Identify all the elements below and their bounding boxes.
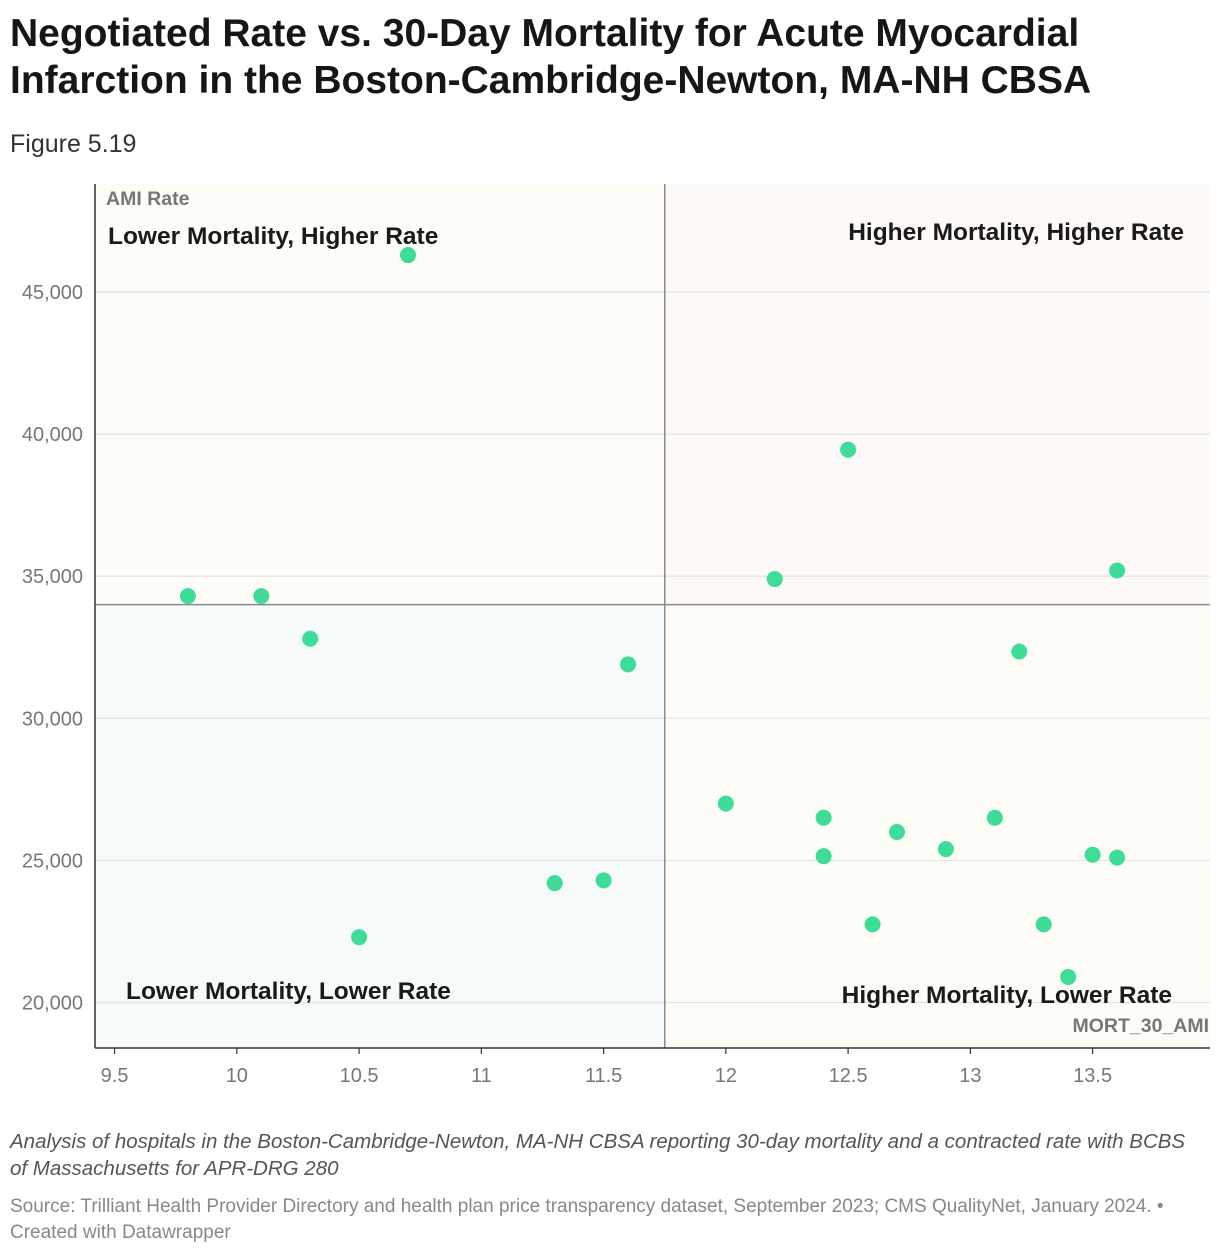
data-point[interactable] [717,795,734,812]
chart-title: Negotiated Rate vs. 30-Day Mortality for… [10,12,1092,102]
data-point[interactable] [815,848,832,865]
x-tick-label: 13.5 [1073,1065,1112,1087]
x-tick-label: 10 [226,1065,248,1087]
quadrant-top-right-background [664,184,1210,605]
scatter-chart: 20,000 25,000 30,000 35,000 40,000 45,000 9.5… [22,184,1210,1087]
data-point[interactable] [546,875,563,892]
data-point[interactable] [937,841,954,858]
data-point[interactable] [1060,968,1077,985]
data-point[interactable] [840,441,857,458]
data-point[interactable] [986,809,1003,826]
x-tick-label: 13 [959,1065,981,1087]
x-tick-label: 12.5 [829,1065,868,1087]
x-tick-label: 11 [471,1065,492,1087]
quadrant-bottom-right-background [664,604,1210,1048]
x-tick-label: 10.5 [340,1065,379,1087]
data-point[interactable] [595,872,612,889]
gridlines [95,291,1210,1004]
data-point[interactable] [351,929,368,946]
data-point[interactable] [179,588,196,605]
data-point[interactable] [1109,562,1126,579]
quadrant-top-left-background [95,184,665,605]
data-point[interactable] [399,247,416,264]
data-point[interactable] [815,809,832,826]
x-tick-label: 11.5 [585,1065,622,1087]
data-points [179,247,1126,985]
data-point[interactable] [1084,846,1101,863]
data-point[interactable] [1011,643,1028,660]
y-tick-label: 40,000 [22,424,83,446]
x-tick-label: 12 [715,1065,737,1087]
x-axis-ticks: 9.5 10 10.5 11 11.5 12 12.5 13 13.5 [101,1048,1112,1087]
quadrant-label-top-right: Higher Mortality, Higher Rate [848,219,1184,246]
quadrant-bottom-left-background [95,604,665,1048]
y-axis-ticks: 20,000 25,000 30,000 35,000 40,000 45,000 [22,282,83,1015]
data-point[interactable] [766,571,783,588]
chart-source: Source: Trilliant Health Provider Direct… [10,1196,1164,1243]
data-point[interactable] [1109,849,1126,866]
y-tick-label: 20,000 [22,993,83,1015]
y-tick-label: 45,000 [22,282,83,304]
chart-notes: Analysis of hospitals in the Boston-Camb… [10,1130,1186,1180]
quadrant-label-top-left: Lower Mortality, Higher Rate [108,223,438,250]
figure-label: Figure 5.19 [10,130,137,158]
y-tick-label: 35,000 [22,566,83,588]
data-point[interactable] [889,824,906,840]
data-point[interactable] [253,588,270,605]
data-point[interactable] [620,656,637,673]
data-point[interactable] [864,916,881,933]
y-tick-label: 25,000 [22,850,83,872]
quadrant-label-bottom-right: Higher Mortality, Lower Rate [842,982,1172,1009]
quadrant-label-bottom-left: Lower Mortality, Lower Rate [126,978,451,1005]
data-point[interactable] [302,630,319,647]
x-tick-label: 9.5 [101,1065,129,1087]
y-tick-label: 30,000 [22,708,83,730]
x-axis-title: MORT_30_AMI [1072,1015,1209,1037]
y-axis-title: AMI Rate [106,188,190,210]
data-point[interactable] [1035,916,1052,933]
